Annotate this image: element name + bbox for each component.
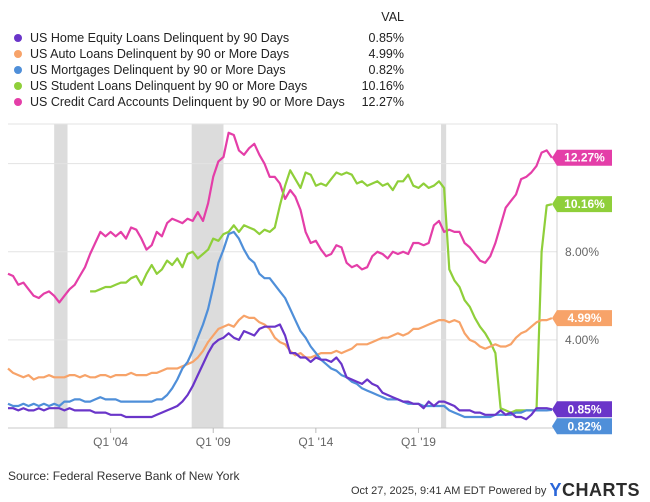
series-line-1	[90, 169, 553, 414]
end-badge-label: 0.82%	[567, 419, 601, 433]
end-badge: 4.99%	[552, 310, 612, 327]
end-badge-shape	[552, 401, 612, 418]
recession-bands	[54, 124, 447, 428]
series-line-2	[7, 314, 553, 381]
legend-dot	[14, 34, 22, 42]
legend-value: 4.99%	[368, 47, 404, 61]
legend-label: US Mortgages Delinquent by 90 or More Da…	[30, 63, 286, 77]
recession-band	[54, 124, 68, 428]
source-note: Source: Federal Reserve Bank of New York	[8, 469, 240, 483]
line-chart[interactable]: Q1 '04 Q1 '09 Q1 '14 Q1 '19 4.00% 8.00% 12.2…	[0, 110, 650, 460]
x-tick-label: Q1 '19	[401, 435, 436, 449]
x-tick-label: Q1 '04	[93, 435, 128, 449]
ycharts-logo-y: Y	[549, 480, 562, 500]
legend-dot	[14, 66, 22, 74]
legend-item-auto-loans[interactable]: US Auto Loans Delinquent by 90 or More D…	[14, 46, 404, 62]
end-badge-label: 10.16%	[564, 197, 605, 211]
legend-value-header: VAL	[381, 10, 404, 24]
legend-value: 10.16%	[361, 79, 404, 93]
series-line-3	[7, 230, 553, 419]
recession-band	[441, 124, 447, 428]
timestamp: Oct 27, 2025, 9:41 AM EDT Powered by	[350, 485, 547, 497]
end-badge-shape	[552, 196, 612, 213]
y-tick-label: 4.00%	[565, 333, 599, 347]
series-lines	[7, 131, 553, 421]
end-badge-shape	[552, 310, 612, 327]
legend-dot	[14, 82, 22, 90]
legend-item-mortgages[interactable]: US Mortgages Delinquent by 90 or More Da…	[14, 62, 404, 78]
y-axis: 4.00% 8.00%	[565, 245, 599, 347]
recession-band	[191, 124, 224, 428]
end-badge-shape	[552, 418, 612, 435]
end-badge: 0.82%	[552, 418, 612, 435]
legend: VAL US Home Equity Loans Delinquent by 9…	[0, 0, 650, 112]
x-tick-label: Q1 '14	[298, 435, 333, 449]
legend-item-student-loans[interactable]: US Student Loans Delinquent by 90 or Mor…	[14, 78, 404, 94]
legend-label: US Home Equity Loans Delinquent by 90 Da…	[30, 31, 290, 45]
legend-label: US Auto Loans Delinquent by 90 or More D…	[30, 47, 290, 61]
series-line-4	[8, 323, 553, 421]
x-tick-label: Q1 '09	[196, 435, 231, 449]
ycharts-logo-text: CHARTS	[562, 480, 640, 500]
end-badge-label: 0.85%	[567, 402, 601, 416]
legend-label: US Credit Card Accounts Delinquent by 90…	[30, 95, 345, 109]
y-tick-label: 8.00%	[565, 245, 599, 259]
series-line-0	[7, 131, 553, 304]
legend-value: 12.27%	[361, 95, 404, 109]
legend-item-home-equity[interactable]: US Home Equity Loans Delinquent by 90 Da…	[14, 30, 404, 46]
end-badge: 10.16%	[552, 196, 612, 213]
end-badge: 0.85%	[552, 401, 612, 418]
legend-dot	[14, 98, 22, 106]
legend-label: US Student Loans Delinquent by 90 or Mor…	[30, 79, 308, 93]
footer-attribution: Oct 27, 2025, 9:41 AM EDT Powered by YCH…	[351, 480, 640, 501]
end-badge: 12.27%	[552, 149, 612, 166]
legend-item-credit-card[interactable]: US Credit Card Accounts Delinquent by 90…	[14, 94, 404, 110]
end-value-badges: 12.27% 10.16% 4.99% 0.85% 0.82%	[552, 149, 612, 435]
legend-dot	[14, 50, 22, 58]
end-badge-shape	[552, 149, 612, 166]
ycharts-logo[interactable]: YCHARTS	[549, 480, 640, 500]
end-badge-label: 12.27%	[564, 151, 605, 165]
plot-frame	[8, 123, 558, 429]
legend-value: 0.85%	[368, 31, 404, 45]
x-axis: Q1 '04 Q1 '09 Q1 '14 Q1 '19	[93, 428, 436, 449]
end-badge-label: 4.99%	[567, 311, 601, 325]
legend-value: 0.82%	[368, 63, 404, 77]
